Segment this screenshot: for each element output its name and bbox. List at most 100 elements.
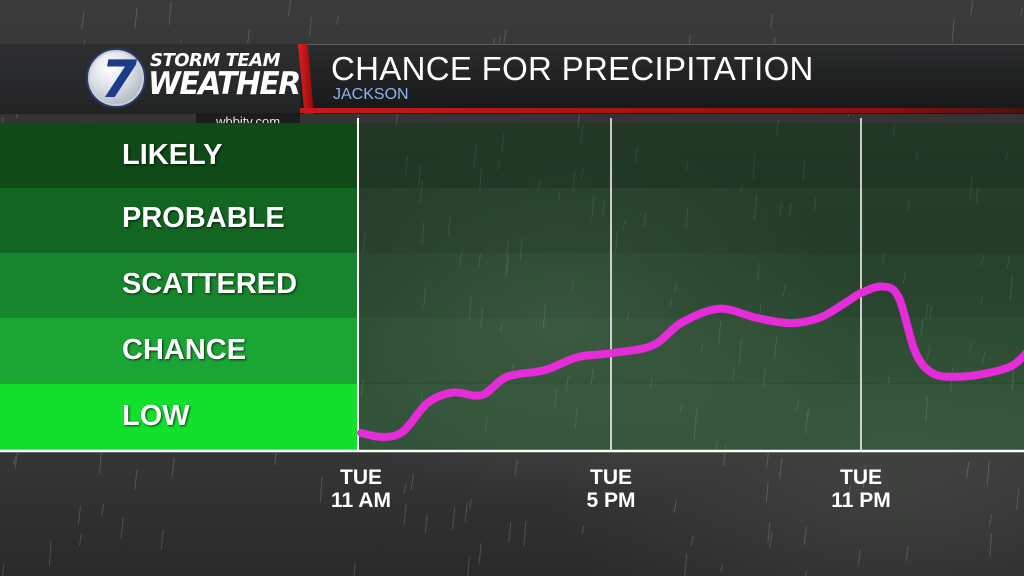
- rain-streak: [572, 170, 576, 193]
- rain-streak: [776, 120, 780, 135]
- rain-streak: [403, 484, 407, 495]
- rain-streak: [804, 570, 807, 576]
- rain-streak: [634, 146, 638, 163]
- rain-streak: [423, 286, 427, 308]
- rain-streak: [13, 455, 17, 465]
- rain-streak: [537, 181, 541, 190]
- rain-streak: [519, 238, 523, 261]
- rain-streak: [779, 458, 783, 480]
- rain-streak: [514, 459, 518, 476]
- band-label-low: LOW: [122, 400, 190, 432]
- rain-streak: [754, 194, 758, 220]
- rain-streak: [766, 450, 770, 468]
- rain-streak: [459, 252, 463, 266]
- rain-streak: [951, 19, 955, 43]
- rain-streak: [848, 485, 852, 497]
- rain-streak: [925, 304, 929, 320]
- rain-streak: [464, 502, 468, 522]
- rain-streak: [452, 508, 456, 530]
- rain-streak: [581, 526, 585, 535]
- rain-streak: [554, 389, 558, 408]
- band-likely: LIKELY: [0, 123, 358, 188]
- rain-streak: [774, 335, 778, 358]
- channel-seven-icon: 7: [101, 50, 137, 108]
- rain-streak: [882, 254, 886, 264]
- rain-streak: [469, 498, 472, 509]
- rain-streak: [419, 179, 423, 203]
- rain-streak: [813, 196, 817, 212]
- rain-streak: [1011, 365, 1015, 389]
- rain-streak: [806, 407, 810, 421]
- x-tick-time: 5 PM: [586, 489, 635, 512]
- rain-streak: [571, 280, 575, 292]
- rain-streak: [171, 458, 175, 477]
- rain-streak: [649, 377, 653, 389]
- rain-streak: [673, 500, 677, 514]
- x-tick-day: TUE: [340, 466, 382, 489]
- rain-streak: [723, 444, 727, 466]
- rain-streak: [81, 12, 85, 30]
- rain-streak: [690, 535, 694, 547]
- rain-streak: [2, 563, 5, 576]
- rain-streak: [1004, 152, 1008, 162]
- band-label-chance: CHANCE: [122, 334, 247, 366]
- rain-streak: [288, 0, 292, 17]
- x-tick-time: 11 PM: [831, 489, 891, 512]
- rain-streak: [756, 262, 760, 281]
- rain-streak: [1016, 488, 1020, 511]
- rain-streak: [403, 503, 407, 525]
- rain-streak: [48, 540, 52, 567]
- plot-band-likely: [358, 123, 1024, 188]
- rain-streak: [788, 202, 792, 217]
- rain-streak: [319, 477, 323, 504]
- rain-streak: [857, 549, 861, 565]
- x-tick-day: TUE: [840, 466, 882, 489]
- rain-streak: [765, 481, 769, 503]
- rain-streak: [503, 29, 507, 44]
- rain-streak: [580, 124, 584, 143]
- rain-streak: [970, 0, 974, 15]
- rain-streak: [986, 460, 990, 485]
- rain-streak: [505, 252, 509, 276]
- rain-streak: [989, 533, 993, 558]
- location-label: JACKSON: [333, 86, 409, 103]
- rain-streak: [767, 521, 771, 544]
- rain-streak: [739, 184, 743, 193]
- rain-streak: [684, 553, 688, 576]
- rain-streak: [907, 198, 911, 211]
- rain-streak: [580, 168, 584, 180]
- banner-red-line: [300, 108, 1024, 113]
- rain-streak: [738, 338, 742, 365]
- rain-streak: [410, 474, 414, 490]
- rain-streak: [988, 514, 992, 527]
- rain-streak: [468, 297, 472, 322]
- rain-streak: [752, 153, 756, 179]
- rain-streak: [1009, 275, 1013, 301]
- rain-streak: [591, 195, 595, 220]
- station-logo-icon: [88, 50, 144, 106]
- band-label-likely: LIKELY: [122, 139, 223, 171]
- rain-streak: [405, 155, 409, 175]
- rain-streak: [718, 321, 722, 345]
- rain-streak: [508, 522, 512, 543]
- rain-streak: [980, 296, 984, 306]
- rain-streak: [14, 452, 18, 469]
- rain-streak: [499, 322, 503, 334]
- rain-streak: [590, 369, 594, 386]
- rain-streak: [77, 506, 81, 525]
- plot-band-probable: [358, 188, 1024, 253]
- rain-streak: [98, 448, 102, 474]
- rain-streak: [601, 198, 605, 219]
- rain-streak: [892, 124, 896, 136]
- rain-streak: [925, 397, 929, 422]
- rain-streak: [715, 441, 719, 451]
- rain-streak: [695, 407, 699, 416]
- rain-streak: [862, 465, 866, 489]
- rain-streak: [480, 308, 484, 329]
- rain-streak: [497, 160, 500, 171]
- rain-streak: [700, 342, 704, 352]
- band-low: LOW: [0, 384, 358, 450]
- rain-streak: [557, 190, 561, 202]
- rain-streak: [160, 530, 164, 550]
- rain-streak: [336, 15, 340, 26]
